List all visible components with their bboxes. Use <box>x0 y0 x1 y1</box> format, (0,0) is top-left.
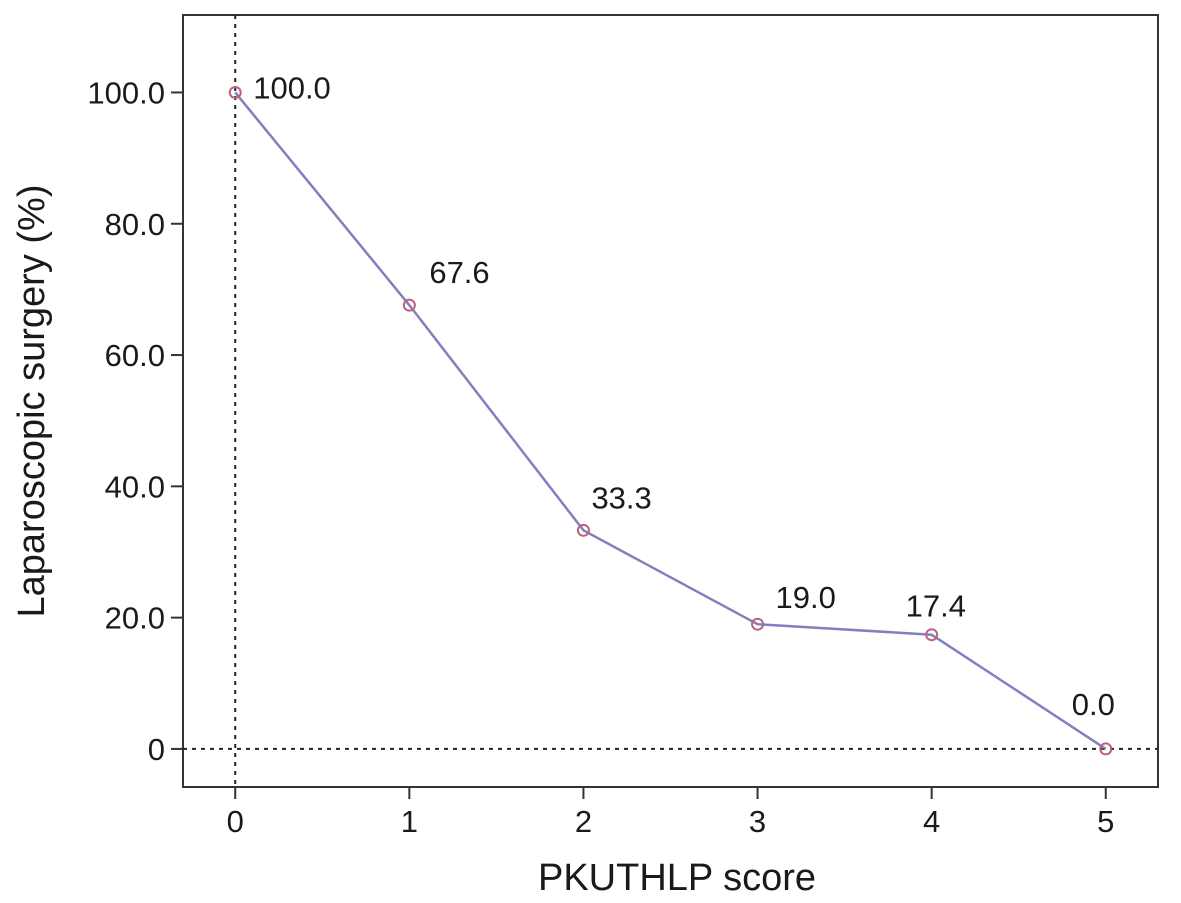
y-axis: 0 20.0 40.0 60.0 80.0 100.0 <box>87 75 183 767</box>
data-point <box>925 628 939 642</box>
plot-frame <box>182 14 1159 788</box>
data-label: 17.4 <box>906 589 966 624</box>
x-tick-label: 5 <box>1097 804 1114 839</box>
data-point <box>228 85 242 99</box>
x-tick-label: 1 <box>401 804 418 839</box>
x-tick-label: 0 <box>227 804 244 839</box>
x-axis: 0 1 2 3 4 5 <box>227 787 1114 839</box>
y-tick-label: 60.0 <box>105 338 165 373</box>
data-label: 33.3 <box>591 480 651 515</box>
data-point <box>576 523 590 537</box>
series-line <box>234 91 1107 750</box>
x-tick-label: 3 <box>749 804 766 839</box>
series-layer <box>228 85 1113 756</box>
reference-lines <box>183 15 1158 787</box>
data-label: 100.0 <box>253 70 331 105</box>
data-labels: 100.0 67.6 33.3 19.0 17.4 0.0 <box>253 70 1115 721</box>
x-tick-label: 2 <box>575 804 592 839</box>
x-axis-title: PKUTHLP score <box>538 857 816 899</box>
data-point <box>402 298 416 312</box>
data-point <box>751 617 765 631</box>
y-tick-label: 20.0 <box>105 601 165 636</box>
data-label: 0.0 <box>1072 687 1115 722</box>
data-point <box>1099 742 1113 756</box>
y-axis-title: Laparoscopic surgery (%) <box>11 185 53 618</box>
y-tick-label: 40.0 <box>105 469 165 504</box>
y-tick-label: 80.0 <box>105 207 165 242</box>
y-tick-label: 100.0 <box>87 75 165 110</box>
data-label: 67.6 <box>429 255 489 290</box>
y-tick-label: 0 <box>148 732 165 767</box>
data-label: 19.0 <box>776 580 836 615</box>
x-tick-label: 4 <box>923 804 940 839</box>
